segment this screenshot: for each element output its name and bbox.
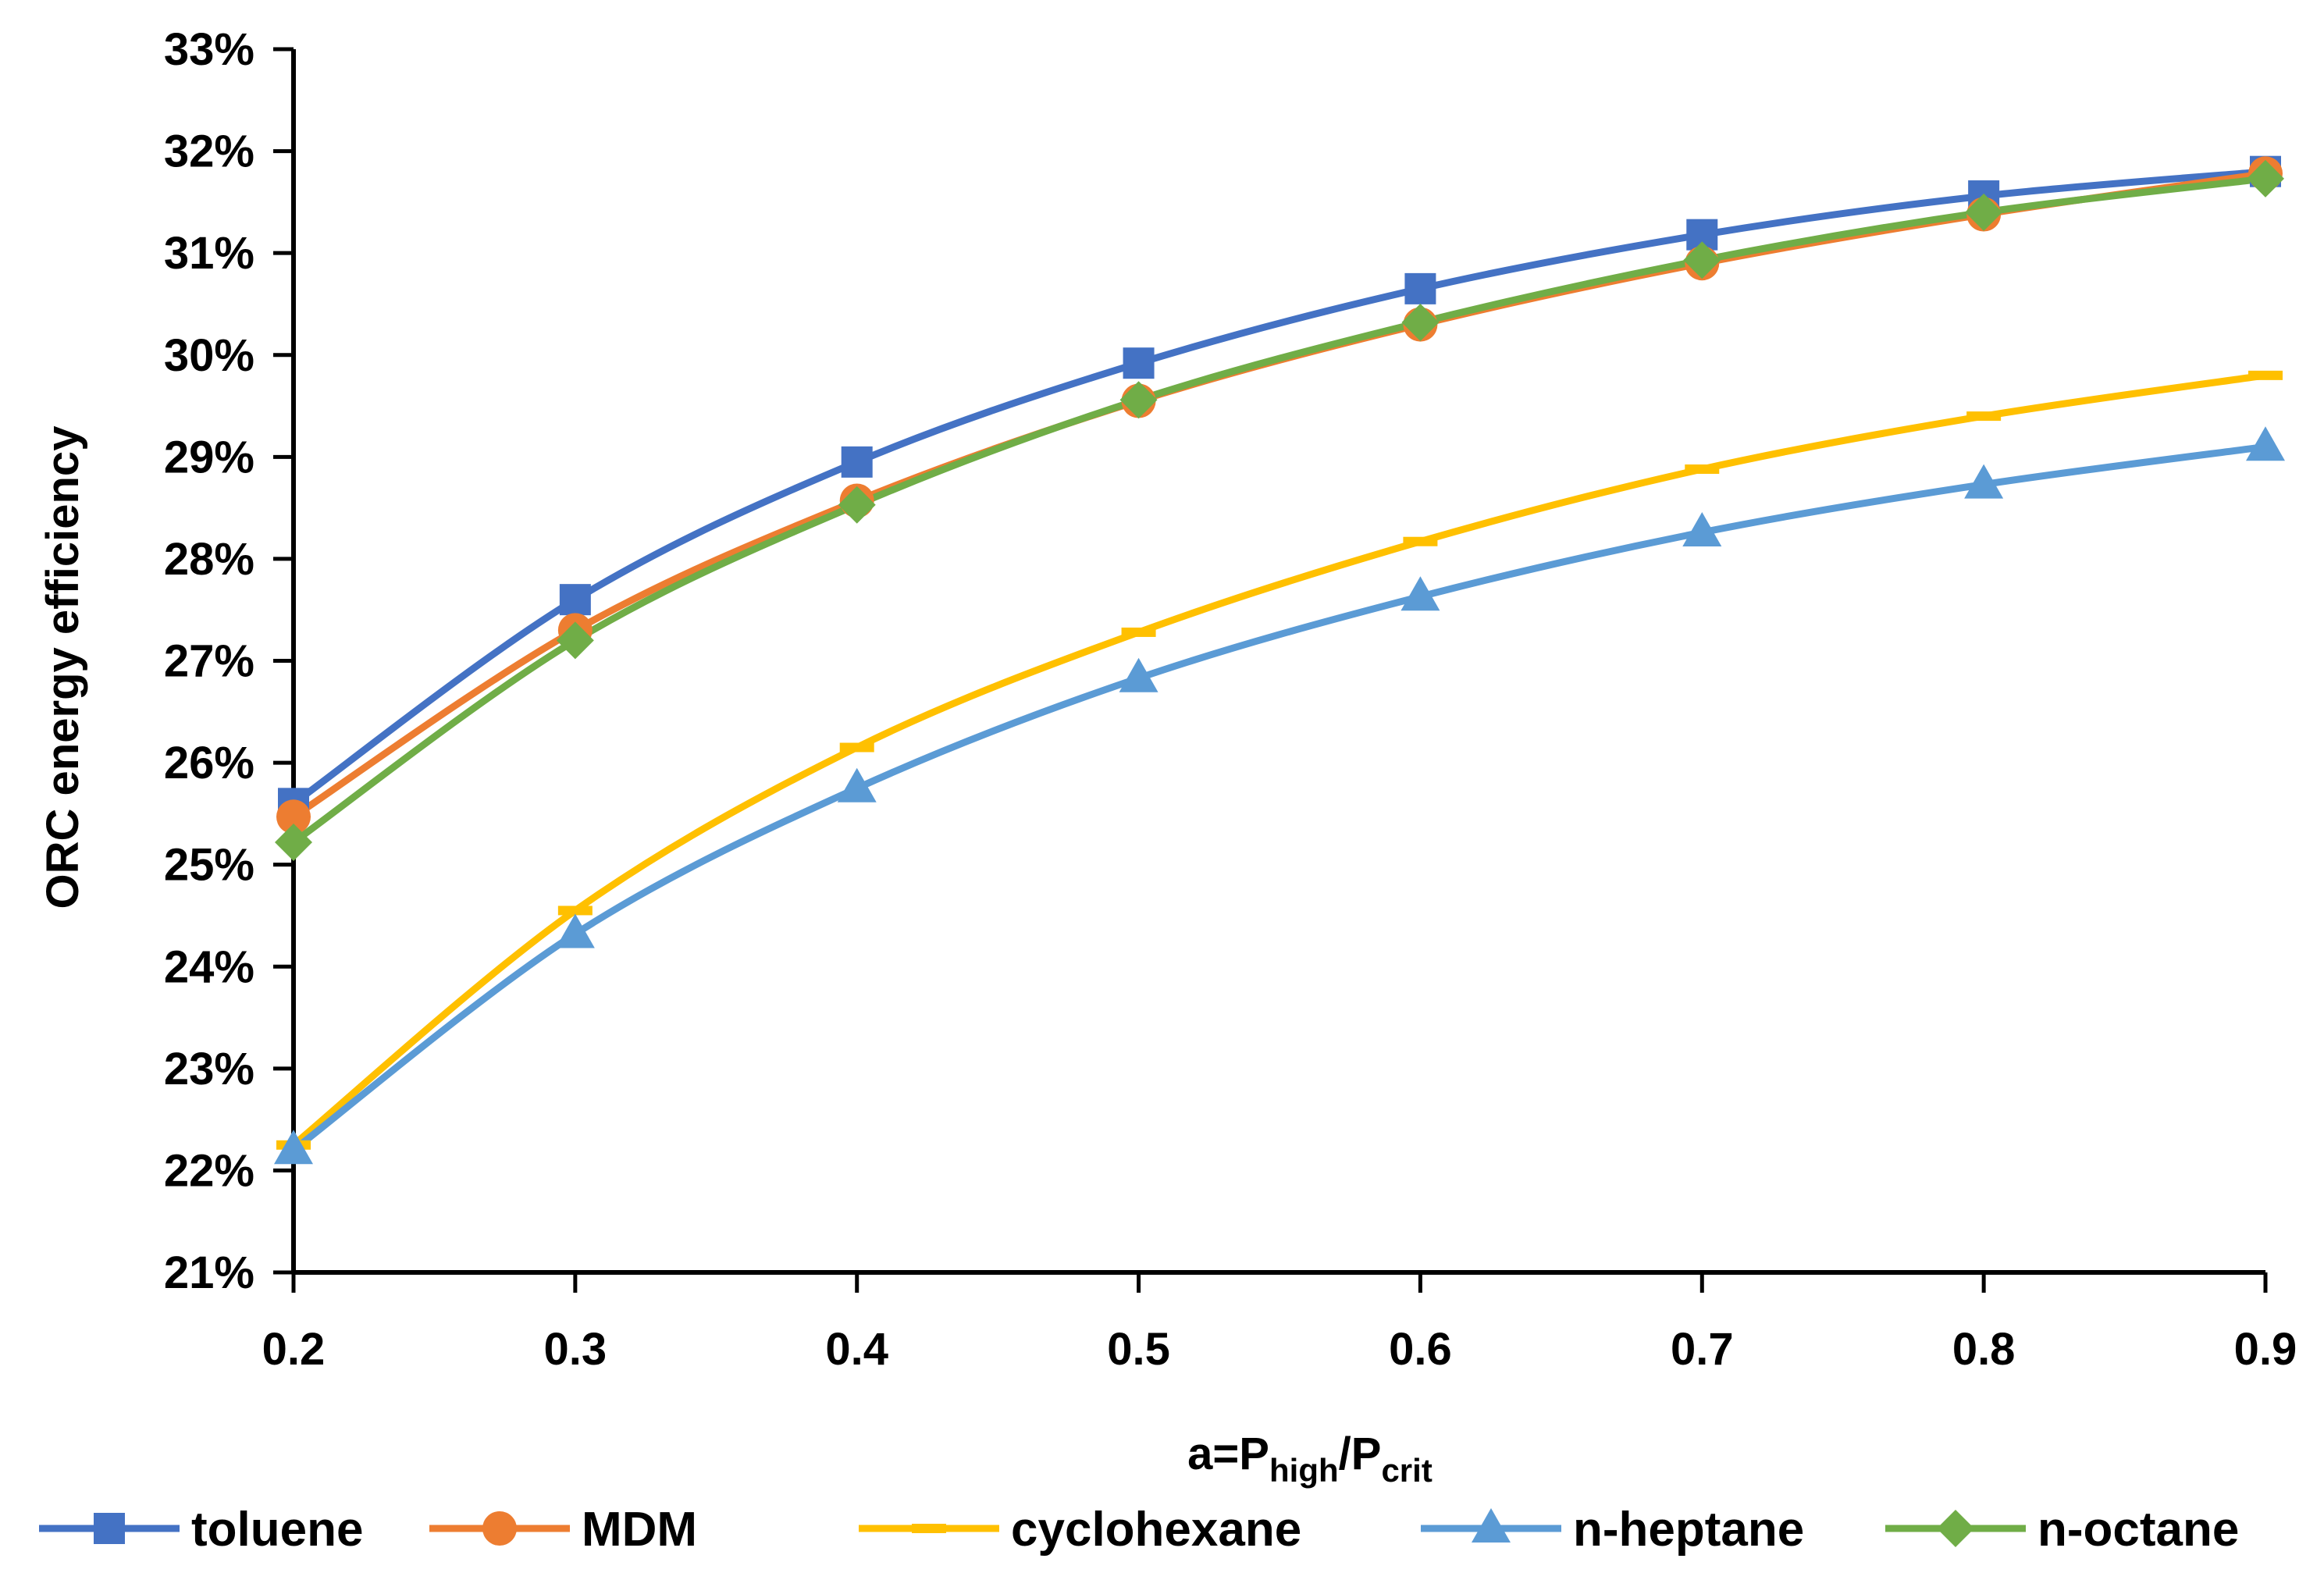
- series-line-n-heptane: [290, 443, 2269, 1154]
- x-tick-label: 0.6: [1389, 1324, 1452, 1375]
- series-lines: [290, 168, 2269, 1154]
- series-markers: [274, 155, 2285, 1165]
- marker-cyclohexane: [1403, 536, 1438, 546]
- y-tick-label: 25%: [164, 840, 254, 891]
- marker-n-octane: [275, 823, 312, 861]
- y-tick-label: 29%: [164, 432, 254, 482]
- marker-cyclohexane: [2248, 370, 2283, 380]
- series-line-cyclohexane: [290, 372, 2269, 1149]
- marker-toluene: [1123, 347, 1155, 379]
- marker-n-heptane: [1682, 511, 1722, 546]
- marker-n-octane: [556, 621, 594, 660]
- marker-n-octane: [1119, 381, 1158, 419]
- legend: toluene MDM cyclohexane n-heptane n-octane: [39, 1503, 2239, 1557]
- legend-label-n-octane: n-octane: [2038, 1503, 2239, 1557]
- series-line-toluene: [290, 168, 2269, 807]
- marker-n-heptane: [1964, 464, 2004, 499]
- marker-cyclohexane: [839, 742, 874, 753]
- marker-cyclohexane: [557, 906, 593, 916]
- legend-label-cyclohexane: cyclohexane: [1011, 1503, 1301, 1557]
- y-tick-labels: 21% 22% 23% 24% 25% 26% 27% 28% 29% 30% 31% 32% 33%: [164, 24, 254, 1298]
- y-tick-label: 30%: [164, 330, 254, 381]
- legend-label-n-heptane: n-heptane: [1573, 1503, 1804, 1557]
- y-tick-label: 23%: [164, 1044, 254, 1094]
- legend-marker-toluene: [94, 1513, 125, 1544]
- x-tick-label: 0.2: [262, 1324, 326, 1375]
- y-axis-title: ORC energy efficiency: [37, 426, 88, 909]
- legend-marker-n-heptane: [1472, 1508, 1511, 1543]
- marker-cyclohexane: [1121, 627, 1156, 637]
- marker-n-octane: [1965, 193, 2003, 231]
- marker-n-octane: [1401, 303, 1440, 341]
- marker-n-heptane: [1119, 657, 1158, 692]
- x-axis-title-main: a=P: [1187, 1429, 1269, 1479]
- y-tick-label: 26%: [164, 738, 254, 788]
- marker-n-heptane: [1400, 576, 1440, 611]
- x-tick-label: 0.8: [1952, 1324, 2016, 1375]
- legend-label-toluene: toluene: [191, 1503, 363, 1557]
- y-tick-label: 21%: [164, 1247, 254, 1298]
- marker-cyclohexane: [1685, 464, 1720, 475]
- x-tick-label: 0.4: [825, 1324, 888, 1375]
- x-axis-title-mid: /P: [1339, 1429, 1382, 1479]
- x-tick-label: 0.3: [544, 1324, 607, 1375]
- legend-marker-cyclohexane: [912, 1524, 946, 1533]
- x-tick-label: 0.5: [1107, 1324, 1170, 1375]
- marker-n-octane: [838, 486, 876, 524]
- series-line-n-octane: [290, 175, 2269, 846]
- marker-n-heptane: [274, 1130, 313, 1165]
- y-tick-label: 33%: [164, 24, 254, 75]
- legend-label-mdm: MDM: [582, 1503, 697, 1557]
- marker-n-heptane: [2246, 426, 2285, 461]
- marker-toluene: [841, 446, 873, 478]
- marker-mdm: [276, 799, 311, 834]
- x-tick-label: 0.9: [2234, 1324, 2297, 1375]
- y-tick-label: 24%: [164, 941, 254, 992]
- marker-n-octane: [2247, 159, 2284, 197]
- y-tick-label: 27%: [164, 636, 254, 687]
- y-tick-label: 28%: [164, 534, 254, 585]
- marker-n-octane: [1683, 241, 1721, 279]
- y-tick-label: 31%: [164, 228, 254, 279]
- y-tick-label: 22%: [164, 1145, 254, 1196]
- y-tick-label: 32%: [164, 126, 254, 177]
- marker-n-heptane: [837, 767, 877, 802]
- marker-toluene: [559, 584, 591, 616]
- legend-marker-n-octane: [1937, 1510, 1974, 1547]
- x-axis-title-sub2: crit: [1381, 1452, 1432, 1489]
- x-tick-labels: 0.2 0.3 0.4 0.5 0.6 0.7 0.8 0.9: [262, 1324, 2297, 1375]
- marker-cyclohexane: [1966, 411, 2002, 422]
- marker-n-heptane: [555, 913, 595, 948]
- marker-toluene: [1404, 272, 1436, 304]
- x-axis-title: a=Phigh/Pcrit: [1187, 1429, 1432, 1489]
- axes: [273, 47, 2268, 1293]
- x-tick-label: 0.7: [1671, 1324, 1734, 1375]
- x-axis-title-sub1: high: [1269, 1452, 1339, 1489]
- legend-marker-mdm: [482, 1511, 517, 1546]
